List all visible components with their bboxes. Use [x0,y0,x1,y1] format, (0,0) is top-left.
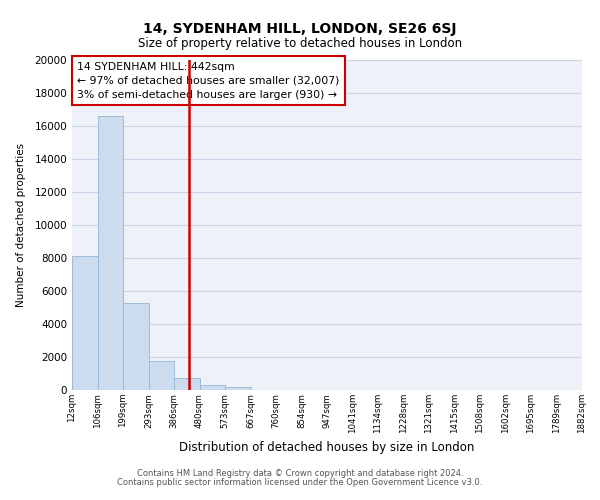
Bar [225,386,251,390]
Bar [72,256,97,390]
Bar [174,378,199,390]
Bar [123,302,149,390]
Bar [97,116,123,390]
Text: Contains HM Land Registry data © Crown copyright and database right 2024.: Contains HM Land Registry data © Crown c… [137,469,463,478]
Bar [199,386,225,390]
Y-axis label: Number of detached properties: Number of detached properties [16,143,26,307]
Text: 14 SYDENHAM HILL: 442sqm
← 97% of detached houses are smaller (32,007)
3% of sem: 14 SYDENHAM HILL: 442sqm ← 97% of detach… [77,62,340,100]
Text: 14, SYDENHAM HILL, LONDON, SE26 6SJ: 14, SYDENHAM HILL, LONDON, SE26 6SJ [143,22,457,36]
X-axis label: Distribution of detached houses by size in London: Distribution of detached houses by size … [179,442,475,454]
Text: Size of property relative to detached houses in London: Size of property relative to detached ho… [138,38,462,51]
Text: Contains public sector information licensed under the Open Government Licence v3: Contains public sector information licen… [118,478,482,487]
Bar [149,361,174,390]
